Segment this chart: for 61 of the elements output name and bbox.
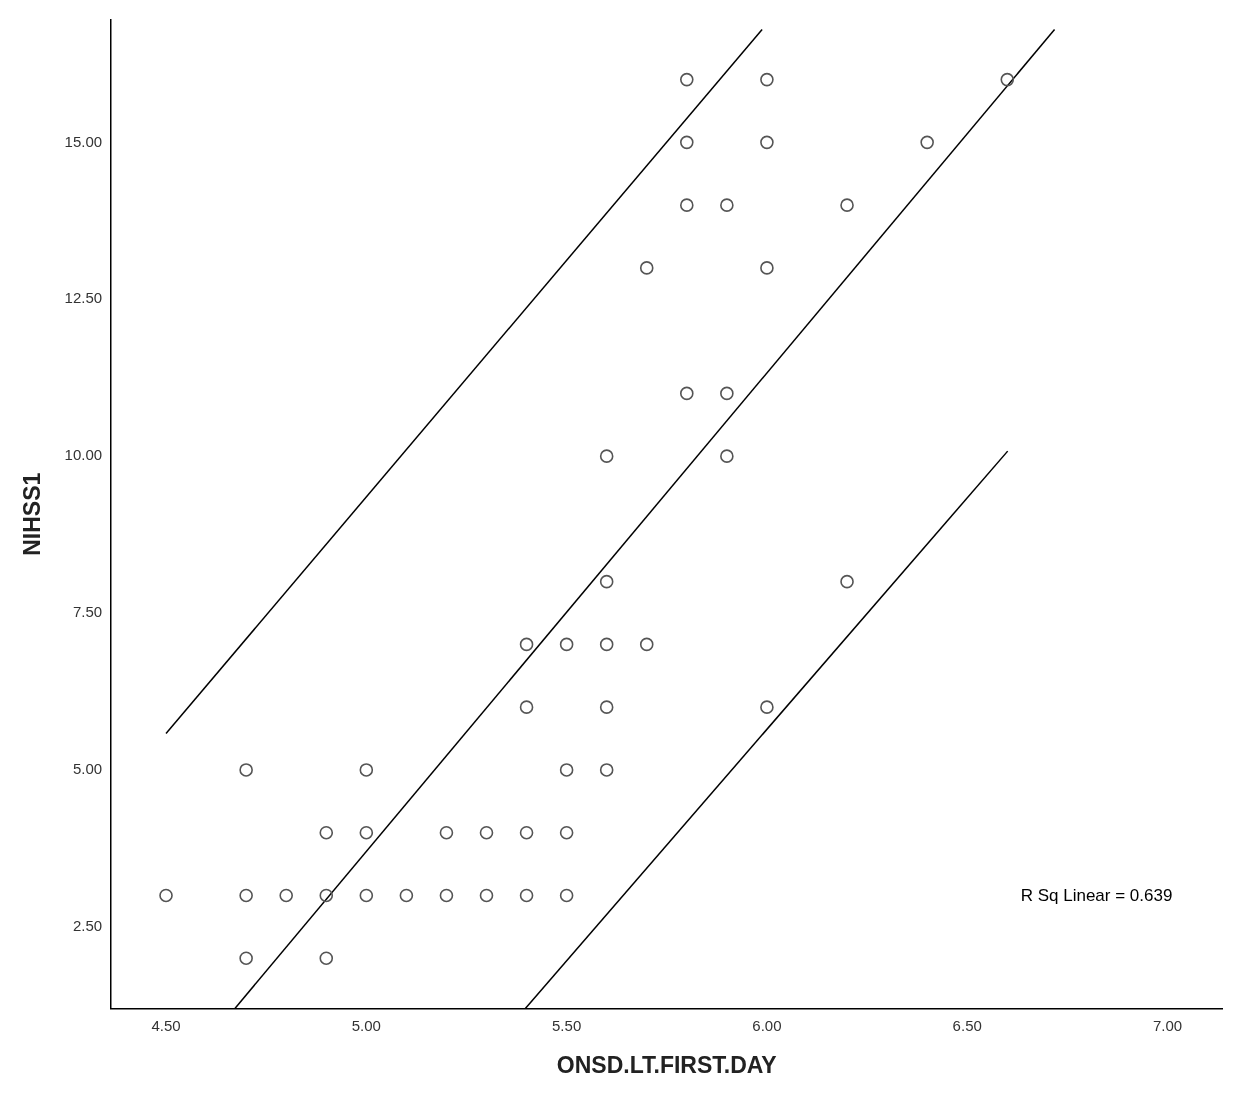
point — [359, 825, 374, 840]
point — [840, 198, 854, 212]
point — [599, 574, 614, 589]
point — [760, 261, 774, 275]
y-tick-label: 12.50 — [64, 289, 103, 307]
y-tick-label: 5.00 — [72, 760, 103, 778]
y-tick-label: 10.00 — [64, 446, 103, 464]
point — [680, 198, 694, 212]
x-tick-label: 4.50 — [151, 1016, 181, 1034]
point — [319, 951, 334, 965]
y-axis-title: NIHSS1 — [19, 472, 46, 556]
point — [399, 888, 414, 903]
point — [519, 700, 534, 714]
x-tick-label: 6.00 — [752, 1016, 782, 1034]
point — [639, 637, 654, 652]
point — [1000, 72, 1015, 87]
point — [559, 888, 574, 903]
point — [559, 763, 574, 777]
point — [760, 135, 774, 150]
point — [599, 637, 614, 652]
x-tick-label: 7.00 — [1152, 1016, 1183, 1034]
point — [479, 888, 494, 903]
y-tick-label: 2.50 — [72, 916, 103, 934]
point — [599, 449, 614, 463]
point — [519, 637, 534, 652]
y-tick-label: 7.50 — [72, 603, 103, 621]
point — [680, 386, 694, 401]
point — [239, 763, 253, 777]
point — [720, 449, 734, 463]
point — [760, 72, 774, 87]
point — [439, 825, 454, 840]
point — [599, 763, 614, 777]
point — [760, 700, 774, 714]
point — [840, 574, 854, 589]
x-tick-label: 5.00 — [351, 1016, 381, 1034]
point — [439, 888, 454, 903]
point — [239, 951, 253, 965]
point — [599, 700, 614, 714]
point — [519, 825, 534, 840]
point — [279, 888, 293, 903]
point — [159, 888, 173, 903]
point — [680, 72, 694, 87]
point — [720, 198, 734, 212]
point — [359, 763, 374, 777]
x-axis-title: ONSD.LT.FIRST.DAY — [556, 1051, 777, 1078]
y-tick-label: 15.00 — [64, 132, 103, 150]
point — [720, 386, 734, 401]
point — [920, 135, 934, 150]
point — [359, 888, 374, 903]
point — [639, 261, 654, 275]
point — [559, 825, 574, 840]
point — [519, 888, 534, 903]
point — [239, 888, 253, 903]
x-tick-label: 6.50 — [952, 1016, 982, 1034]
annotation: R Sq Linear = 0.639 — [1020, 886, 1173, 906]
point — [319, 825, 334, 840]
point — [479, 825, 494, 840]
point — [319, 888, 334, 903]
point — [559, 637, 574, 652]
point — [680, 135, 694, 150]
x-tick-label: 5.50 — [552, 1016, 582, 1034]
